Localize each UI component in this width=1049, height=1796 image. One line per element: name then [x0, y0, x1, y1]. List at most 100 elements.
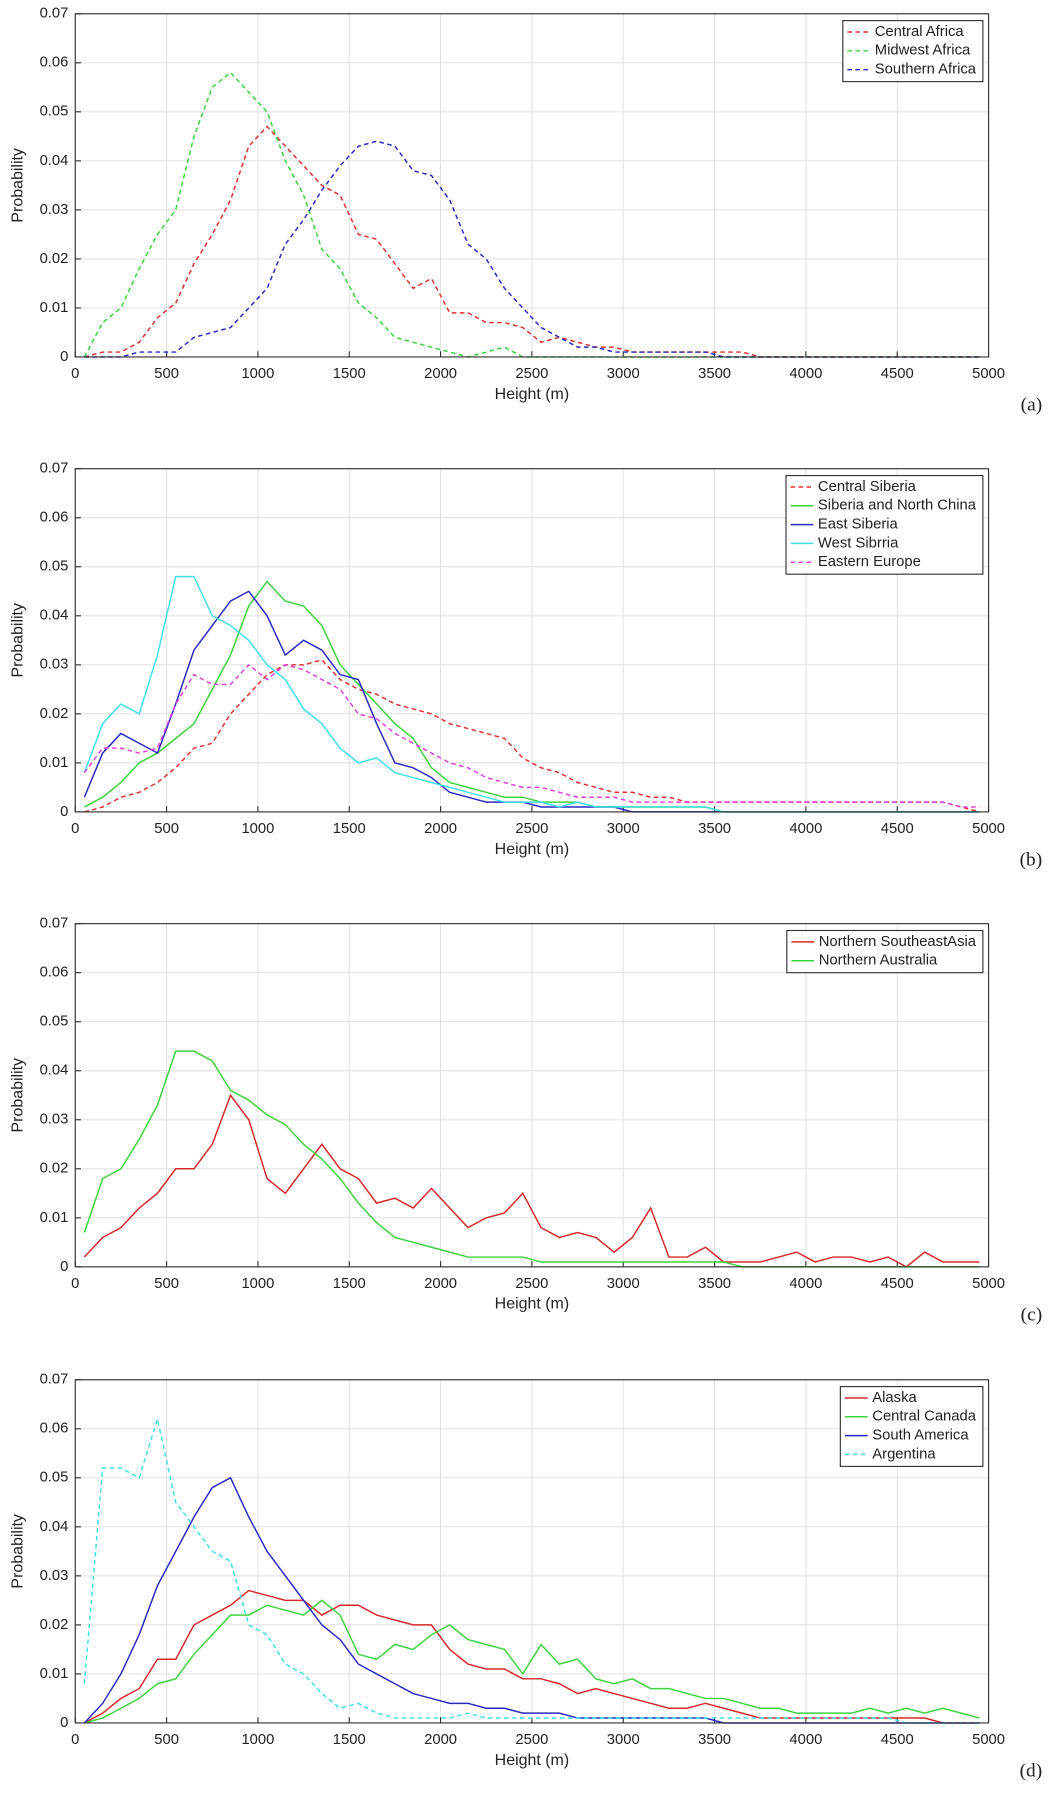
- x-tick-label: 3000: [607, 1732, 640, 1748]
- series-line: [83, 1416, 980, 1724]
- y-tick-label: 0.04: [40, 1519, 69, 1535]
- legend: Central Siberia Siberia and North China Ea…: [785, 474, 984, 575]
- legend: Central Africa Midwest Africa Southern Afr…: [842, 20, 984, 83]
- y-tick-label: 0.02: [40, 1617, 69, 1633]
- legend-label: South America: [872, 1428, 969, 1444]
- x-tick-label: 4500: [881, 1276, 914, 1292]
- plot-frame: [74, 1379, 990, 1724]
- x-tick-label: 3000: [607, 821, 640, 837]
- y-tick-label: 0.05: [40, 559, 69, 575]
- plot-frame: [74, 923, 990, 1268]
- x-tick-label: 2000: [424, 1732, 457, 1748]
- panel-label: (c): [1021, 1304, 1043, 1325]
- legend-label: Argentina: [872, 1446, 936, 1462]
- x-tick-label: 4500: [881, 366, 914, 382]
- legend-box: [839, 1386, 984, 1467]
- y-tick-label: 0.01: [40, 755, 69, 771]
- y-tick-label: 0.02: [40, 1161, 69, 1177]
- y-tick-label: 0.06: [40, 510, 69, 526]
- x-tick-label: 4500: [881, 1732, 914, 1748]
- y-tick-label: 0.06: [40, 55, 69, 71]
- legend-label: East Siberia: [818, 517, 899, 533]
- x-tick-label: 1000: [241, 1276, 274, 1292]
- y-tick-label: 0.01: [40, 300, 69, 316]
- x-tick-label: 4000: [789, 1276, 822, 1292]
- y-tick-label: 0.06: [40, 965, 69, 981]
- x-tick-label: 1500: [333, 821, 366, 837]
- x-axis-label: Height (m): [495, 841, 569, 858]
- series-line: [84, 1599, 980, 1724]
- x-tick-label: 500: [154, 1732, 179, 1748]
- series-line: [83, 1093, 980, 1268]
- x-tick-label: 0: [71, 1732, 79, 1748]
- x-tick-label: 500: [154, 366, 179, 382]
- x-tick-label: 0: [71, 366, 79, 382]
- x-tick-label: 1500: [333, 366, 366, 382]
- legend-label: Eastern Europe: [818, 554, 921, 570]
- subplot: 0 500 1000 1500 2000 2500 3000 3500 4000 4500 5000…: [9, 1372, 1042, 1782]
- y-tick-label: 0.05: [40, 104, 69, 120]
- x-tick-label: 3500: [698, 366, 731, 382]
- y-tick-label: 0.01: [40, 1210, 69, 1226]
- y-tick-label: 0: [60, 1715, 68, 1731]
- y-tick-label: 0.07: [40, 1372, 69, 1388]
- subplot: 0 500 1000 1500 2000 2500 3000 3500 4000 4500 5000…: [9, 6, 1042, 416]
- y-axis-label: Probability: [9, 148, 26, 223]
- legend-box: [786, 929, 984, 974]
- x-tick-label: 3500: [698, 821, 731, 837]
- y-tick-label: 0.04: [40, 153, 69, 169]
- y-axis-label: Probability: [9, 1514, 26, 1589]
- x-tick-label: 4500: [881, 821, 914, 837]
- legend-label: Southern Africa: [875, 62, 977, 78]
- x-axis-label: Height (m): [495, 1752, 569, 1769]
- x-tick-label: 4000: [789, 821, 822, 837]
- x-tick-label: 500: [154, 821, 179, 837]
- x-tick-label: 5000: [972, 821, 1005, 837]
- y-tick-label: 0: [60, 349, 68, 365]
- subplot: 0 500 1000 1500 2000 2500 3000 3500 4000 4500 5000…: [9, 916, 1042, 1326]
- x-tick-label: 1500: [333, 1732, 366, 1748]
- legend-box: [785, 474, 984, 575]
- legend: Northern SoutheastAsia Northern Australia: [786, 929, 984, 974]
- x-tick-label: 5000: [972, 1732, 1005, 1748]
- panel-label: (b): [1020, 849, 1043, 870]
- x-tick-label: 1000: [241, 366, 274, 382]
- y-tick-label: 0.06: [40, 1421, 69, 1437]
- y-tick-label: 0.02: [40, 251, 69, 267]
- y-tick-label: 0.04: [40, 608, 69, 624]
- plot-frame: [74, 13, 990, 358]
- series-line: [84, 1589, 980, 1724]
- x-tick-label: 3500: [698, 1276, 731, 1292]
- x-tick-label: 2500: [515, 1276, 548, 1292]
- legend: Alaska Central Canada South America Argenti…: [839, 1386, 984, 1467]
- x-tick-label: 2000: [424, 366, 457, 382]
- x-tick-label: 5000: [972, 1276, 1005, 1292]
- legend-label: Northern SoutheastAsia: [819, 934, 977, 950]
- legend-label: Alaska: [872, 1390, 917, 1406]
- x-tick-label: 1000: [241, 1732, 274, 1748]
- x-tick-label: 4000: [789, 1732, 822, 1748]
- panel-label: (d): [1020, 1760, 1043, 1781]
- subplot: 0 500 1000 1500 2000 2500 3000 3500 4000 4500 5000…: [9, 461, 1042, 871]
- x-tick-label: 2500: [515, 366, 548, 382]
- x-axis-label: Height (m): [495, 386, 569, 403]
- y-tick-label: 0.07: [40, 6, 69, 22]
- x-tick-label: 2500: [515, 821, 548, 837]
- y-axis-label: Probability: [9, 1058, 26, 1133]
- y-tick-label: 0.07: [40, 916, 69, 932]
- y-tick-label: 0.03: [40, 202, 69, 218]
- y-tick-label: 0: [60, 1259, 68, 1275]
- x-tick-label: 3000: [607, 366, 640, 382]
- legend-label: Midwest Africa: [875, 43, 971, 59]
- legend-label: Central Africa: [875, 24, 965, 40]
- x-tick-label: 500: [154, 1276, 179, 1292]
- x-tick-label: 0: [71, 821, 79, 837]
- x-tick-label: 4000: [789, 366, 822, 382]
- y-tick-label: 0.03: [40, 1568, 69, 1584]
- y-axis-label: Probability: [9, 603, 26, 678]
- legend-label: West Sibrria: [818, 535, 899, 551]
- y-tick-label: 0.05: [40, 1014, 69, 1030]
- x-tick-label: 1000: [241, 821, 274, 837]
- y-tick-label: 0.03: [40, 657, 69, 673]
- panel-label: (a): [1021, 394, 1043, 415]
